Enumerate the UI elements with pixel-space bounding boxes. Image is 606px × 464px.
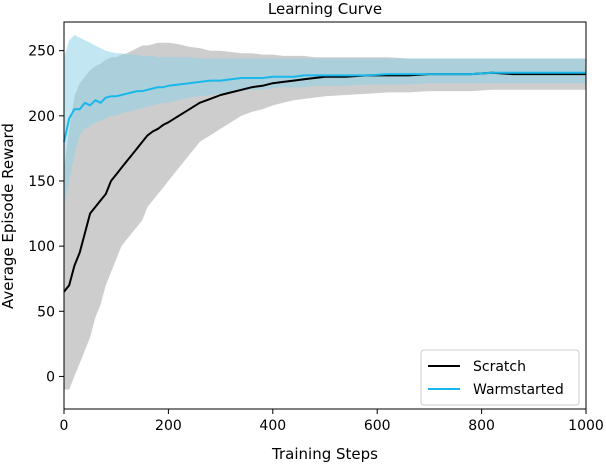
band-warmstarted <box>64 35 586 207</box>
legend-box <box>420 349 580 406</box>
legend: Scratch Warmstarted <box>420 349 580 406</box>
x-tick-label: 400 <box>259 418 286 434</box>
y-axis-ticks: 0 50 100 150 200 250 <box>28 44 64 385</box>
plot-frame <box>63 21 587 410</box>
y-tick-label: 250 <box>28 44 55 60</box>
x-tick-label: 600 <box>364 418 391 434</box>
confidence-bands <box>64 35 586 390</box>
x-axis-ticks: 0 200 400 600 800 1000 <box>60 409 604 434</box>
y-tick-label: 50 <box>37 304 55 320</box>
x-tick-label: 200 <box>155 418 182 434</box>
legend-label-warmstarted: Warmstarted <box>473 382 564 398</box>
y-tick-label: 150 <box>28 174 55 190</box>
x-tick-label: 0 <box>60 418 69 434</box>
chart-title: Learning Curve <box>268 0 382 18</box>
line-warmstarted <box>63 71 586 143</box>
x-axis-label: Training Steps <box>271 445 378 463</box>
y-tick-label: 100 <box>28 239 55 255</box>
series-lines <box>63 71 586 293</box>
band-scratch <box>64 42 586 390</box>
x-tick-label: 800 <box>468 418 495 434</box>
y-tick-label: 200 <box>28 109 55 125</box>
y-tick-label: 0 <box>46 369 55 385</box>
y-axis-label: Average Episode Reward <box>0 123 17 309</box>
legend-label-scratch: Scratch <box>473 359 526 375</box>
x-tick-label: 1000 <box>568 418 604 434</box>
